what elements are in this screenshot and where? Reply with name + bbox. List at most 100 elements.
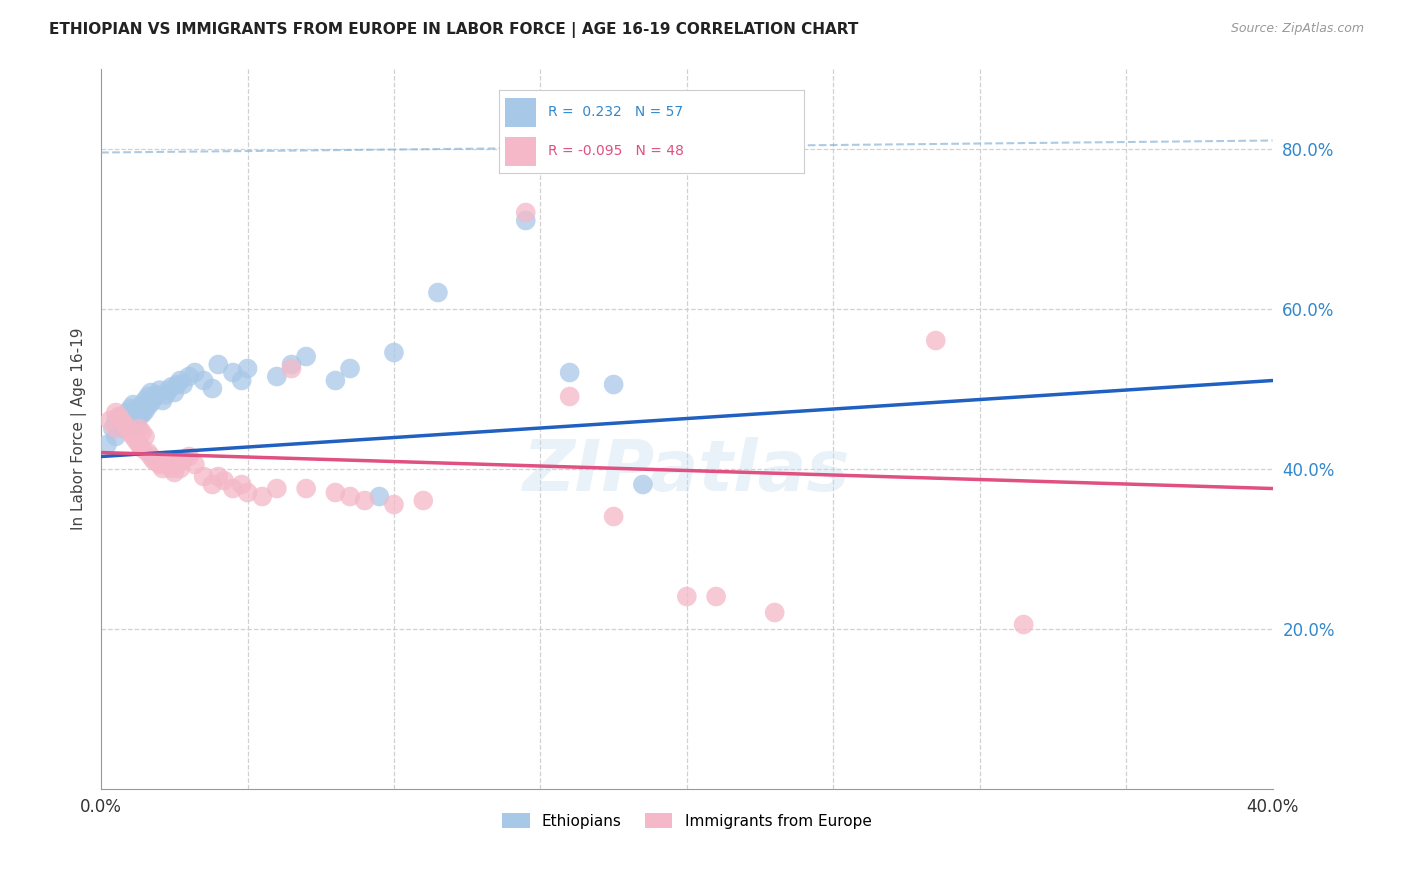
- Point: [676, 590, 699, 604]
- Point: [925, 334, 948, 348]
- Point: [128, 409, 150, 424]
- Y-axis label: In Labor Force | Age 16-19: In Labor Force | Age 16-19: [72, 327, 87, 530]
- Point: [152, 461, 174, 475]
- Point: [136, 399, 159, 413]
- Point: [125, 405, 148, 419]
- Point: [236, 485, 259, 500]
- Point: [131, 398, 153, 412]
- Point: [295, 350, 318, 364]
- Point: [146, 388, 169, 402]
- Point: [172, 377, 194, 392]
- Point: [763, 606, 786, 620]
- Point: [131, 407, 153, 421]
- Point: [231, 374, 253, 388]
- Point: [136, 390, 159, 404]
- Point: [125, 434, 148, 448]
- Point: [166, 458, 188, 472]
- Point: [166, 377, 188, 392]
- Point: [704, 590, 727, 604]
- Point: [104, 413, 127, 427]
- Point: [558, 366, 581, 380]
- Point: [139, 385, 162, 400]
- Point: [222, 482, 245, 496]
- Point: [160, 461, 183, 475]
- Point: [114, 421, 136, 435]
- Point: [295, 482, 318, 496]
- Point: [172, 453, 194, 467]
- Point: [120, 401, 142, 416]
- Point: [169, 374, 191, 388]
- Point: [111, 413, 134, 427]
- Point: [207, 469, 229, 483]
- Point: [134, 429, 156, 443]
- Point: [107, 417, 129, 432]
- Point: [117, 421, 139, 435]
- Point: [98, 413, 121, 427]
- Point: [122, 413, 145, 427]
- Point: [104, 429, 127, 443]
- Point: [280, 358, 302, 372]
- Point: [515, 205, 537, 219]
- Point: [149, 383, 172, 397]
- Point: [426, 285, 449, 300]
- Point: [184, 366, 207, 380]
- Point: [122, 429, 145, 443]
- Point: [117, 417, 139, 432]
- Point: [177, 369, 200, 384]
- Point: [136, 445, 159, 459]
- Point: [142, 453, 165, 467]
- Point: [146, 455, 169, 469]
- Point: [149, 458, 172, 472]
- Point: [163, 466, 186, 480]
- Point: [631, 477, 654, 491]
- Point: [250, 490, 273, 504]
- Point: [155, 388, 177, 402]
- Point: [120, 425, 142, 440]
- Point: [353, 493, 375, 508]
- Point: [139, 396, 162, 410]
- Point: [101, 421, 124, 435]
- Point: [558, 390, 581, 404]
- Point: [236, 361, 259, 376]
- Point: [134, 404, 156, 418]
- Point: [222, 366, 245, 380]
- Point: [339, 490, 361, 504]
- Point: [515, 213, 537, 227]
- Point: [163, 385, 186, 400]
- Point: [368, 490, 391, 504]
- Point: [266, 369, 288, 384]
- Point: [602, 509, 624, 524]
- Point: [114, 417, 136, 432]
- Point: [212, 474, 235, 488]
- Point: [412, 493, 434, 508]
- Point: [602, 377, 624, 392]
- Point: [157, 458, 180, 472]
- Point: [139, 450, 162, 464]
- Point: [184, 458, 207, 472]
- Point: [96, 437, 118, 451]
- Text: ZIPatlas: ZIPatlas: [523, 437, 851, 507]
- Point: [339, 361, 361, 376]
- Legend: Ethiopians, Immigrants from Europe: Ethiopians, Immigrants from Europe: [496, 806, 877, 835]
- Point: [177, 450, 200, 464]
- Point: [1012, 617, 1035, 632]
- Point: [128, 401, 150, 416]
- Point: [266, 482, 288, 496]
- Point: [125, 417, 148, 432]
- Point: [207, 358, 229, 372]
- Point: [122, 398, 145, 412]
- Text: Source: ZipAtlas.com: Source: ZipAtlas.com: [1230, 22, 1364, 36]
- Point: [131, 442, 153, 456]
- Point: [382, 498, 405, 512]
- Point: [117, 405, 139, 419]
- Point: [104, 421, 127, 435]
- Point: [128, 437, 150, 451]
- Point: [193, 374, 215, 388]
- Point: [382, 345, 405, 359]
- Point: [325, 374, 347, 388]
- Point: [280, 361, 302, 376]
- Point: [152, 393, 174, 408]
- Point: [131, 425, 153, 440]
- Point: [111, 409, 134, 424]
- Point: [104, 405, 127, 419]
